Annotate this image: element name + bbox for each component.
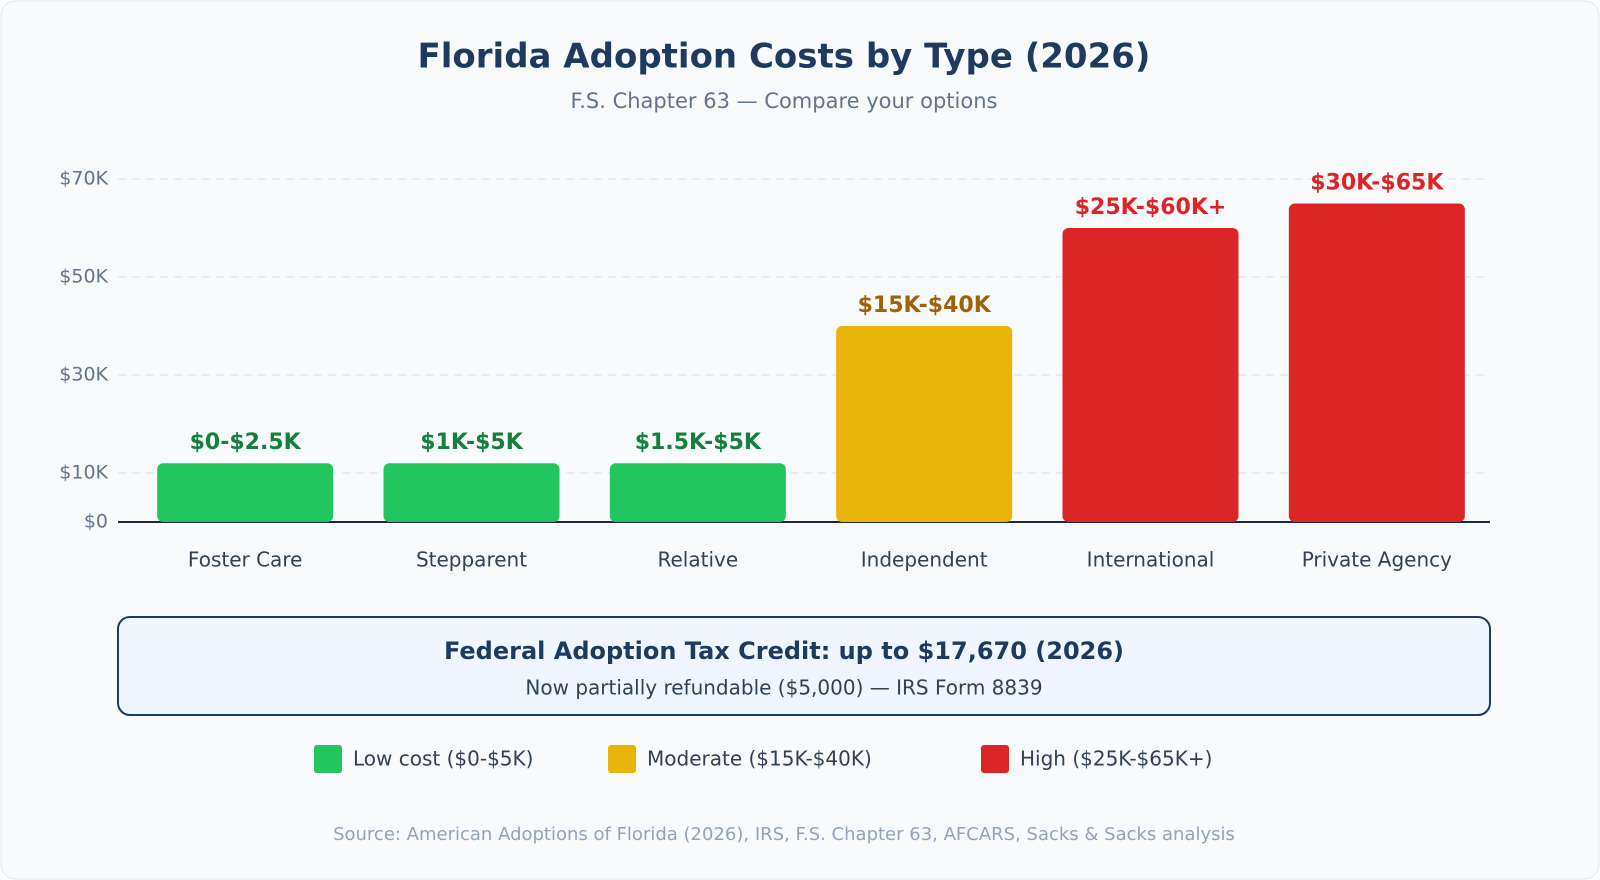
- x-tick-label: Relative: [658, 548, 739, 572]
- bar: [609, 463, 786, 522]
- legend-label: High ($25K-$65K+): [1020, 747, 1212, 771]
- x-tick-label: International: [1087, 548, 1215, 572]
- source: Source: American Adoptions of Florida (2…: [333, 824, 1235, 845]
- legend-label: Low cost ($0-$5K): [353, 747, 533, 771]
- bar-label: $15K-$40K: [858, 293, 992, 318]
- y-tick-label: $70K: [59, 168, 108, 190]
- bar: [383, 463, 560, 522]
- y-tick-label: $0: [84, 511, 108, 533]
- callout-box: [117, 616, 1491, 716]
- bar-label: $1.5K-$5K: [635, 430, 762, 455]
- bar-label: $0-$2.5K: [190, 430, 302, 455]
- bar-label: $25K-$60K+: [1075, 195, 1227, 220]
- bar: [1062, 228, 1239, 522]
- callout-text: Now partially refundable ($5,000) — IRS …: [525, 676, 1042, 700]
- y-tick-label: $30K: [59, 364, 108, 386]
- y-tick-label: $50K: [59, 266, 108, 288]
- chart-subtitle: F.S. Chapter 63 — Compare your options: [571, 89, 998, 113]
- y-tick-label: $10K: [59, 462, 108, 484]
- bar-label: $1K-$5K: [420, 430, 523, 455]
- x-tick-label: Foster Care: [188, 548, 302, 572]
- legend-swatch: [608, 745, 636, 773]
- legend-swatch: [981, 745, 1009, 773]
- chart-title: Florida Adoption Costs by Type (2026): [418, 37, 1151, 77]
- callout-title: Federal Adoption Tax Credit: up to $17,6…: [444, 637, 1124, 665]
- legend-swatch: [314, 745, 342, 773]
- bar: [836, 326, 1013, 522]
- x-tick-label: Stepparent: [416, 548, 527, 572]
- bar-label: $30K-$65K: [1310, 171, 1444, 196]
- bar: [157, 463, 334, 522]
- bar: [1288, 203, 1465, 522]
- x-tick-label: Private Agency: [1302, 548, 1452, 572]
- x-tick-label: Independent: [861, 548, 988, 572]
- legend-label: Moderate ($15K-$40K): [647, 747, 872, 771]
